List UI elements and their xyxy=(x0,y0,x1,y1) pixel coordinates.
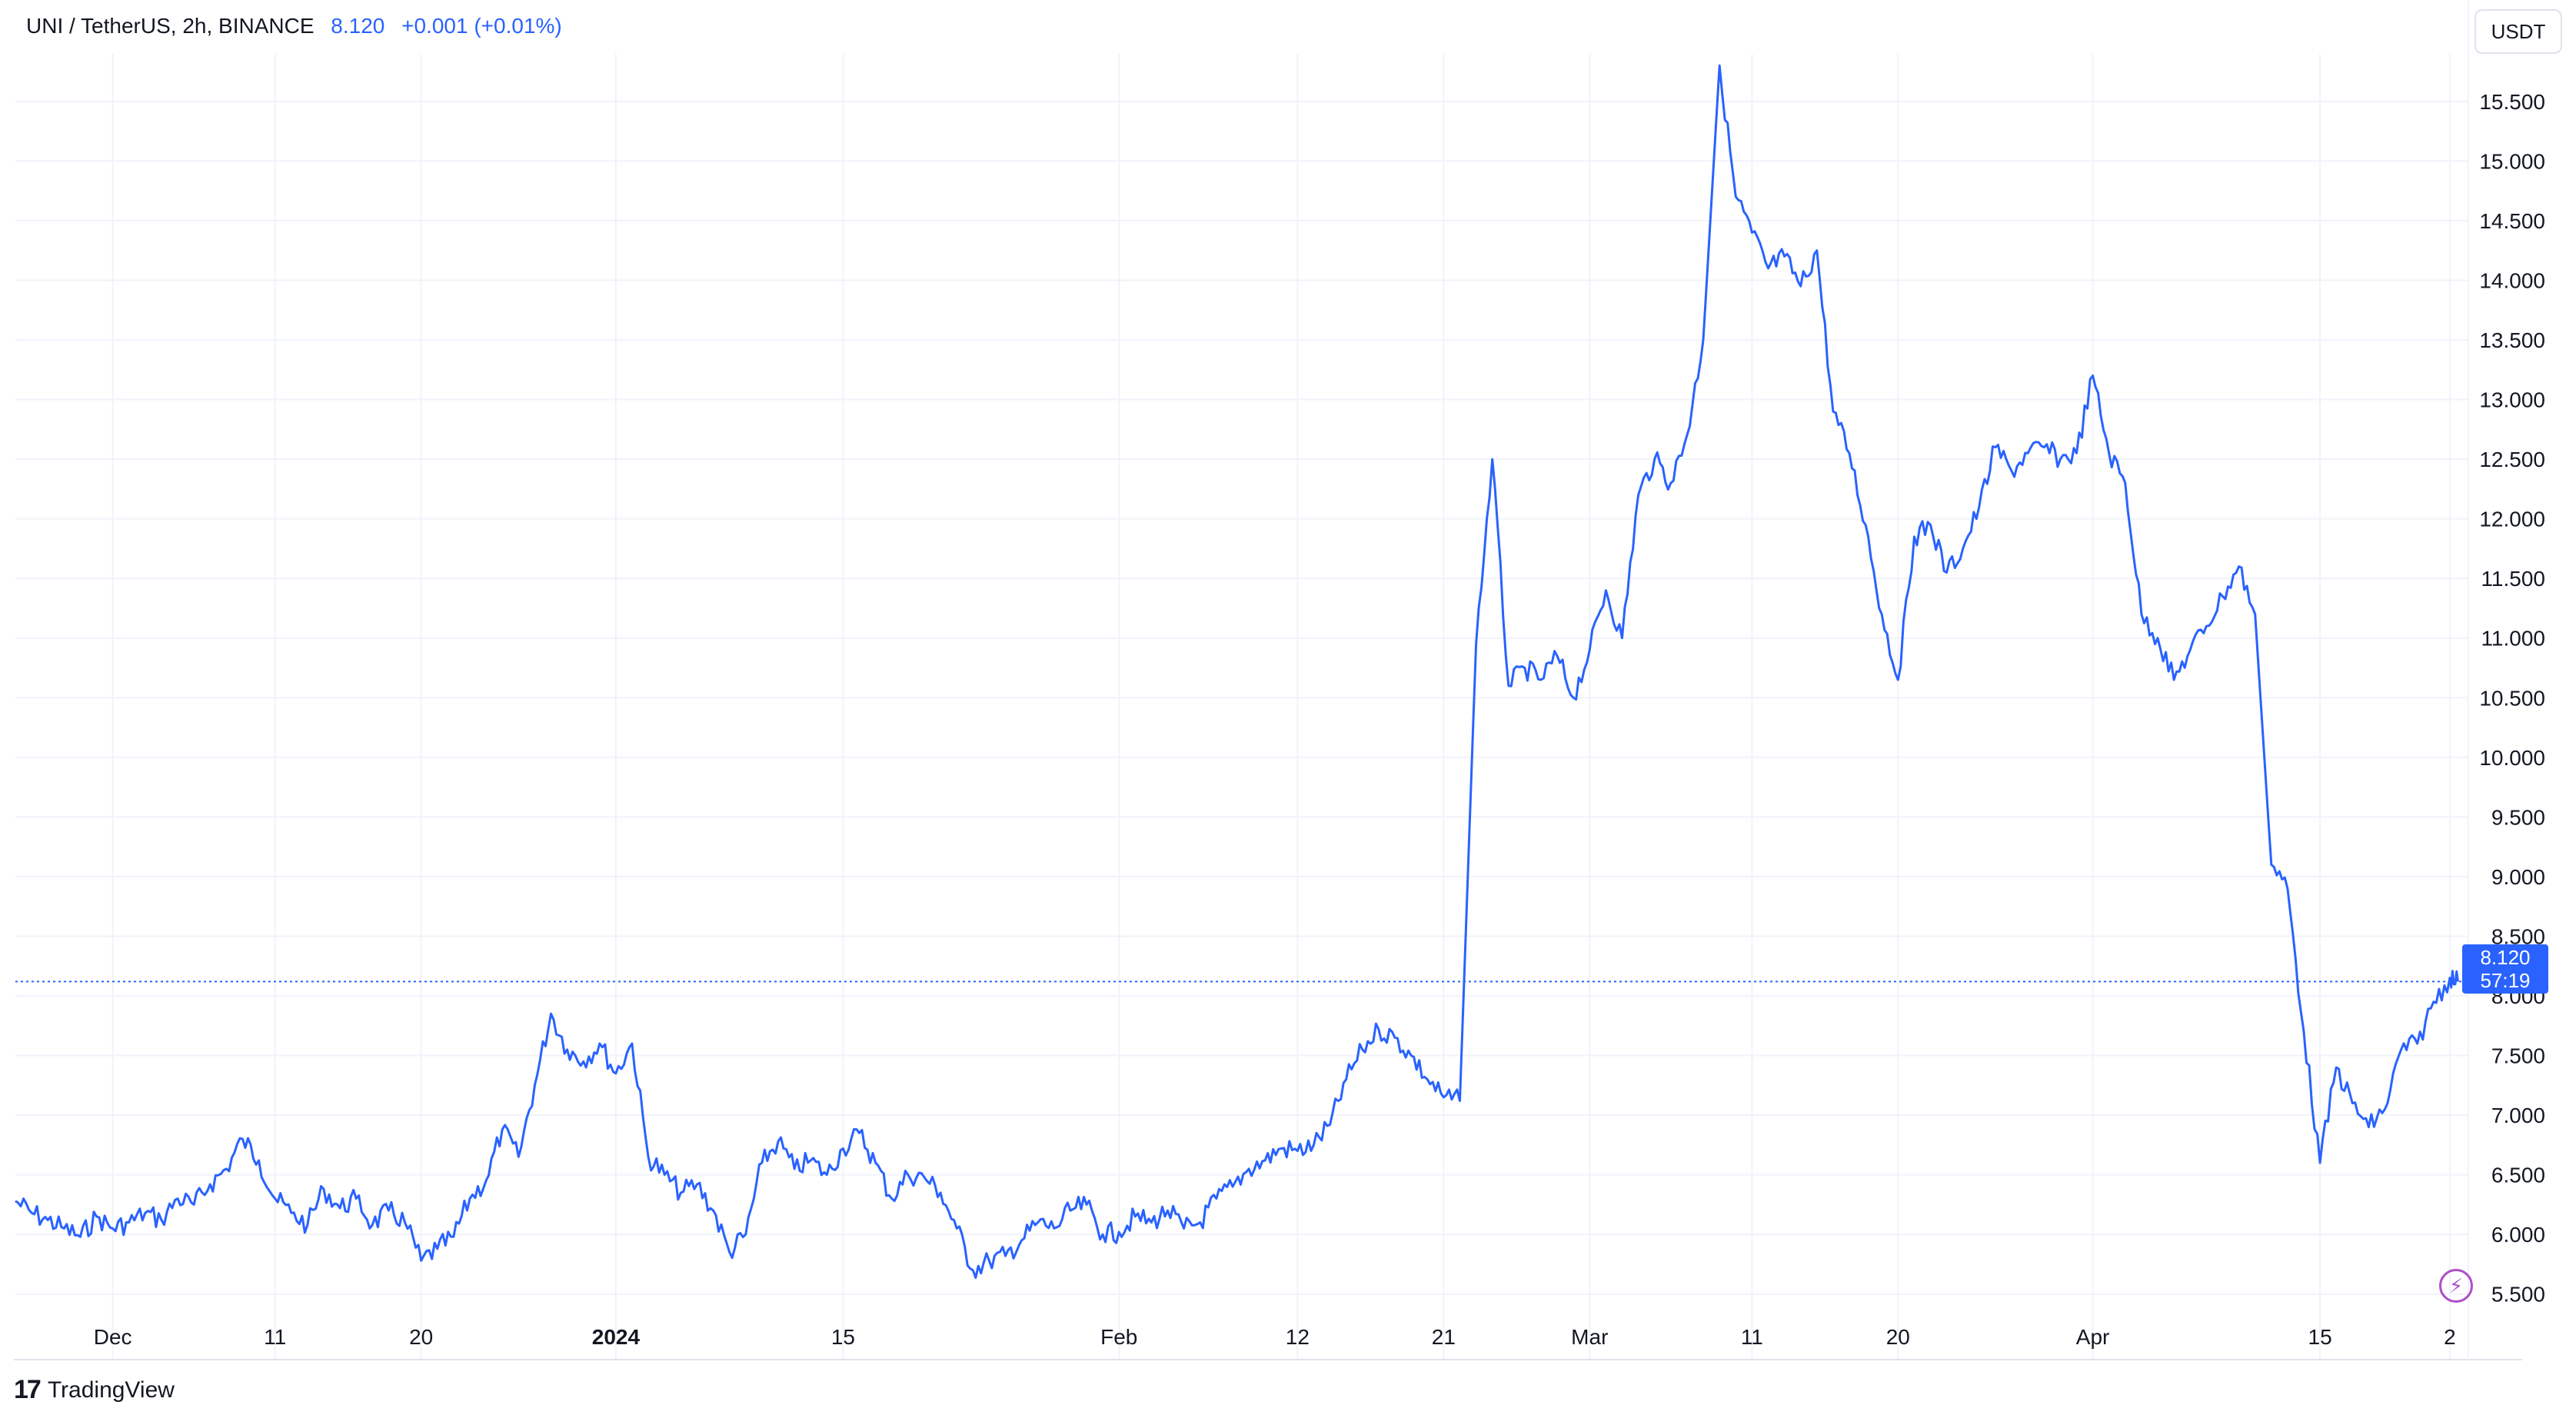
y-tick-label: 6.000 xyxy=(2491,1223,2545,1247)
bar-countdown: 57:19 xyxy=(2480,969,2531,992)
y-tick-label: 13.500 xyxy=(2479,328,2545,352)
x-tick-label: 20 xyxy=(1886,1325,1910,1349)
y-tick-label: 11.500 xyxy=(2481,567,2545,591)
vertical-grid xyxy=(111,54,2451,1360)
price-axis-labels: 5.5006.0006.5007.0007.5008.0008.5009.000… xyxy=(2479,90,2545,1307)
last-price-tag: 8.120 57:19 xyxy=(2462,944,2548,994)
y-tick-label: 14.000 xyxy=(2479,268,2545,292)
symbol-legend[interactable]: UNI / TetherUS, 2h, BINANCE 8.120 +0.001… xyxy=(26,14,562,38)
brand-name: TradingView xyxy=(47,1377,175,1403)
tradingview-logo-icon: 17 xyxy=(14,1375,42,1404)
x-tick-label: 11 xyxy=(264,1325,286,1349)
y-tick-label: 15.000 xyxy=(2479,149,2545,173)
tradingview-brand[interactable]: 17 TradingView xyxy=(14,1375,175,1405)
x-tick-label: Dec xyxy=(94,1325,132,1349)
x-tick-label: 2 xyxy=(2444,1325,2456,1349)
symbol-title: UNI / TetherUS, 2h, BINANCE xyxy=(26,14,315,38)
last-value: 8.120 xyxy=(331,14,385,38)
y-tick-label: 10.000 xyxy=(2479,746,2545,770)
x-tick-label: 12 xyxy=(1286,1325,1310,1349)
y-tick-label: 7.500 xyxy=(2491,1044,2545,1068)
y-tick-label: 13.000 xyxy=(2479,388,2545,412)
horizontal-grid xyxy=(15,100,2468,1295)
y-tick-label: 6.500 xyxy=(2491,1164,2545,1187)
y-tick-label: 15.500 xyxy=(2479,90,2545,114)
x-tick-label: 11 xyxy=(1741,1325,1763,1349)
x-tick-label: 15 xyxy=(831,1325,855,1349)
y-tick-label: 10.500 xyxy=(2479,686,2545,710)
currency-button[interactable]: USDT xyxy=(2474,9,2562,54)
y-tick-label: 5.500 xyxy=(2491,1283,2545,1307)
x-tick-label: Feb xyxy=(1100,1325,1137,1349)
lightning-icon[interactable]: ⚡ xyxy=(2439,1269,2473,1303)
y-tick-label: 9.500 xyxy=(2491,805,2545,829)
y-tick-label: 14.500 xyxy=(2479,209,2545,233)
price-series-line xyxy=(15,64,2459,1279)
y-tick-label: 7.000 xyxy=(2491,1104,2545,1127)
y-tick-label: 12.000 xyxy=(2479,508,2545,531)
x-tick-label: 20 xyxy=(409,1325,433,1349)
x-tick-label: 15 xyxy=(2308,1325,2332,1349)
y-tick-label: 11.000 xyxy=(2481,627,2545,651)
x-tick-label: Mar xyxy=(1571,1325,1608,1349)
time-axis-labels: Dec 11 20 2024 15 Feb 12 21 Mar 11 20 Apr 15 2 xyxy=(94,1325,2456,1349)
y-tick-label: 9.000 xyxy=(2491,865,2545,889)
last-price-value: 8.120 xyxy=(2480,946,2531,969)
price-change: +0.001 (+0.01%) xyxy=(401,14,562,38)
y-tick-label: 12.500 xyxy=(2479,448,2545,471)
x-tick-label: 21 xyxy=(1432,1325,1456,1349)
x-tick-label: 2024 xyxy=(592,1325,641,1349)
x-tick-label: Apr xyxy=(2076,1325,2110,1349)
